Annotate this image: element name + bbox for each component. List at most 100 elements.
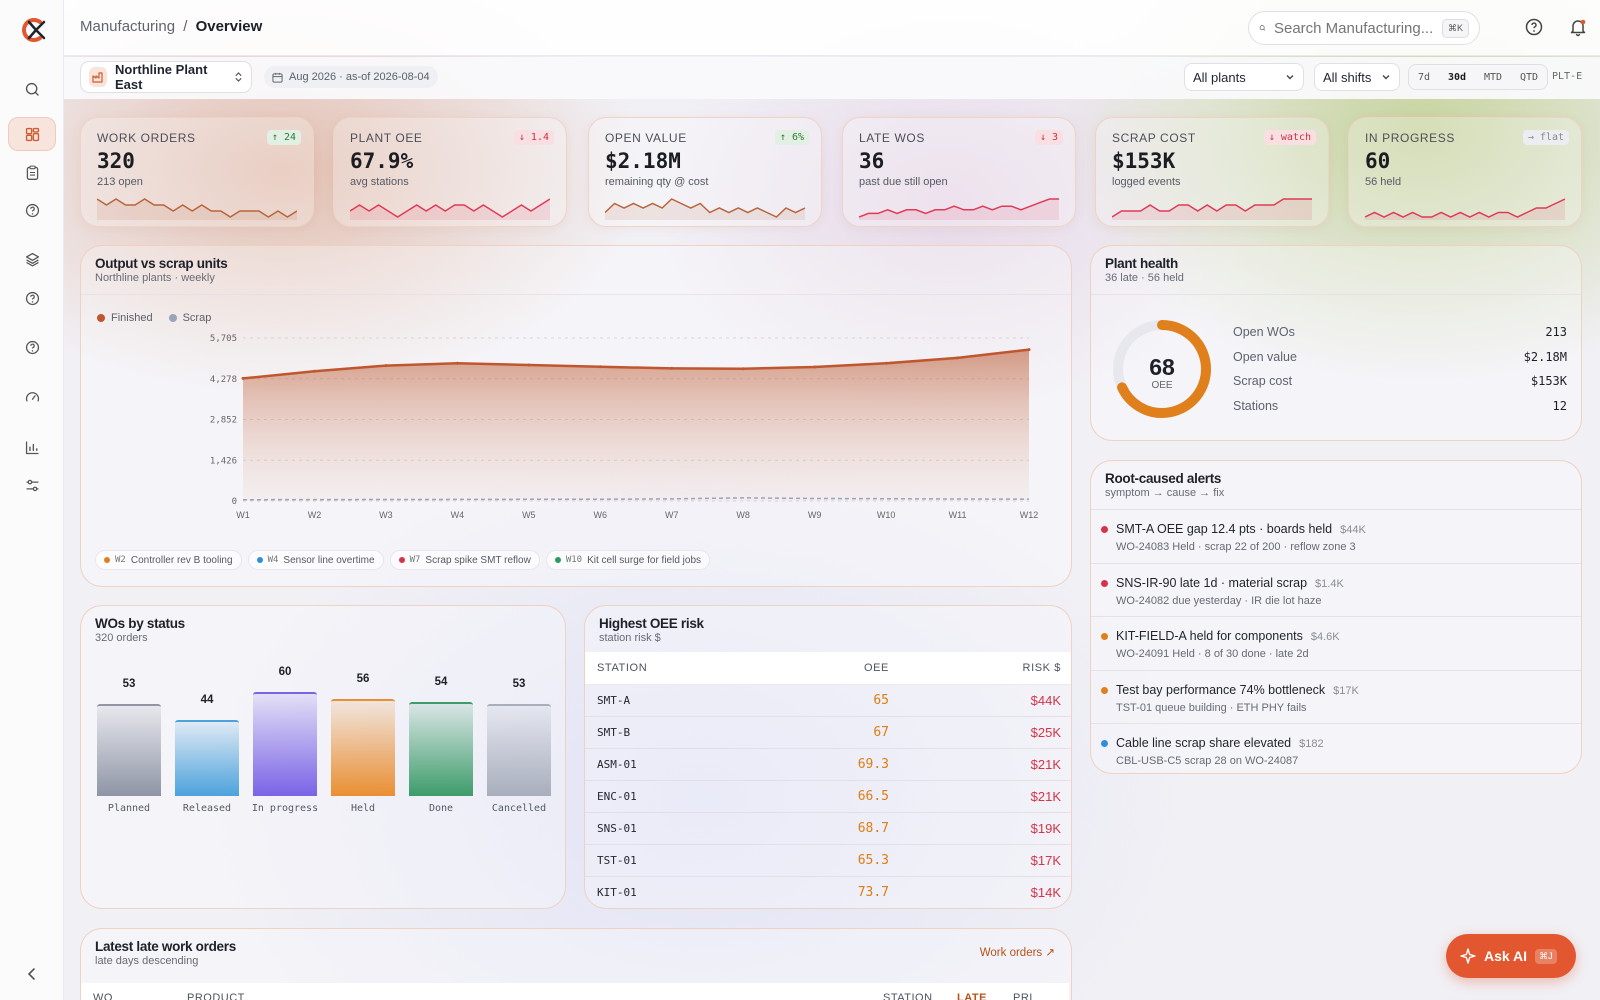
station-cell: TST-01 [585,844,805,877]
range-qtd[interactable]: QTD [1519,71,1539,83]
col-station[interactable]: STATION [883,992,933,1000]
finished-point[interactable] [241,376,245,380]
work-orders-link[interactable]: Work orders ↗ [979,947,1055,959]
range-mtd[interactable]: MTD [1483,71,1503,83]
kpi-delta-badge: ↑ 24 [266,130,301,145]
kpi-subtext: 213 open [97,176,143,188]
sliders-icon[interactable] [8,468,56,502]
col-product[interactable]: PRODUCT [187,992,245,1000]
legend-scrap[interactable]: Scrap [168,312,211,324]
x-tick-label: W8 [736,510,750,520]
annotation-chip[interactable]: W2 Controller rev B tooling [95,550,242,570]
finished-point[interactable] [884,361,888,365]
kpi-card[interactable]: PLANT OEE 67.9% avg stations ↓ 1.4 [333,117,567,227]
finished-point[interactable] [670,366,674,370]
alert-item[interactable]: KIT-FIELD-A held for components $4.6K WO-2… [1091,616,1581,669]
plants-select[interactable]: All plants [1184,63,1304,91]
search-input[interactable] [1273,19,1434,37]
col-pri[interactable]: PRI [1013,992,1033,1000]
alert-title: Test bay performance 74% bottleneck [1116,682,1326,697]
plant-health-card: Plant health 36 late · 56 held 68 OEE Op… [1090,245,1582,441]
range-30d[interactable]: 30d [1447,71,1467,83]
table-row[interactable]: ENC-01 66.5 $21K [585,780,1071,813]
kpi-card[interactable]: SCRAP COST $153K logged events ↓ watch [1095,117,1329,227]
finished-point[interactable] [956,356,960,360]
alert-title-row: SMT-A OEE gap 12.4 pts · boards held $44K [1116,520,1567,538]
oee-cell: 66.5 [805,780,889,813]
legend-finished[interactable]: Finished [97,312,153,324]
alerts-subtitle: symptom → cause → fix [1105,487,1225,499]
finished-point[interactable] [312,369,316,373]
station-cell: SMT-A [585,684,805,717]
chevron-down-icon [1286,75,1294,80]
y-tick-label: 0 [232,497,237,507]
col-oee[interactable]: OEE [805,652,889,685]
alert-item[interactable]: SMT-A OEE gap 12.4 pts · boards held $44K… [1091,509,1581,562]
oee-cell: 65 [805,684,889,717]
status-bar[interactable] [331,698,395,796]
table-row[interactable]: SMT-A 65 $44K [585,684,1071,717]
help-icon[interactable] [1524,17,1544,37]
kpi-card[interactable]: WORK ORDERS 320 213 open ↑ 24 [80,117,314,227]
kpi-card[interactable]: OPEN VALUE $2.18M remaining qty @ cost ↑ 6% [588,117,822,227]
finished-point[interactable] [1027,348,1031,352]
annotation-chip[interactable]: W4 Sensor line overtime [247,550,384,570]
ask-ai-button[interactable]: Ask AI ⌘J [1446,934,1576,978]
alert-item[interactable]: Cable line scrap share elevated $182 CBL-U… [1091,723,1581,773]
collapse-sidebar-icon[interactable] [24,966,40,982]
alert-item[interactable]: Test bay performance 74% bottleneck $17K T… [1091,669,1581,723]
table-row[interactable]: ASM-01 69.3 $21K [585,748,1071,781]
table-row[interactable]: TST-01 65.3 $17K [585,844,1071,877]
dashboard-icon[interactable] [8,117,56,151]
finished-point[interactable] [384,364,388,368]
status-bar[interactable] [409,702,473,796]
finished-line[interactable] [242,348,1030,380]
alert-detail: TST-01 queue building · ETH PHY fails [1116,701,1307,714]
finished-point[interactable] [455,361,459,365]
col-station[interactable]: STATION [585,652,805,685]
gauge-icon[interactable] [8,380,56,414]
kpi-card[interactable]: LATE WOS 36 past due still open ↓ 3 [842,117,1076,227]
help-icon[interactable] [8,281,56,315]
finished-point[interactable] [813,365,817,369]
annotation-chip[interactable]: W10 Kit cell surge for field jobs [545,550,711,570]
finished-point[interactable] [741,367,745,371]
alert-detail: CBL-USB-C5 scrap 28 on WO-24087 [1116,755,1299,767]
kpi-card[interactable]: IN PROGRESS 60 56 held → flat [1348,117,1582,227]
col-wo[interactable]: WO [93,992,113,1000]
app-logo[interactable] [18,16,46,44]
station-cell: SMT-B [585,716,805,749]
table-row[interactable]: KIT-01 73.7 $14K [585,876,1071,908]
search-box[interactable]: ⌘K [1248,11,1480,45]
table-row[interactable]: SMT-B 67 $25K [585,716,1071,749]
status-bar[interactable] [97,704,161,796]
alerts-title: Root-caused alerts [1105,471,1222,486]
status-bar[interactable] [253,692,317,796]
date-range-chip[interactable]: Aug 2026 · as-of 2026-08-04 [264,66,438,88]
range-7d[interactable]: 7d [1417,71,1431,83]
plant-selector[interactable]: Northline Plant East [80,61,252,93]
status-bar[interactable] [175,719,239,796]
search-icon[interactable] [8,72,56,106]
layers-icon[interactable] [8,242,56,276]
oee-ring-label: OEE [1151,380,1173,391]
shifts-select[interactable]: All shifts [1314,63,1400,91]
alert-severity-dot [1101,740,1108,747]
status-bar[interactable] [487,704,551,796]
finished-point[interactable] [598,365,602,369]
annotation-text: Kit cell surge for field jobs [587,554,702,566]
finished-point[interactable] [527,363,531,367]
col-late[interactable]: LATE [957,992,987,1000]
breadcrumb-parent[interactable]: Manufacturing [80,18,176,35]
chart-icon[interactable] [8,430,56,464]
clipboard-icon[interactable] [8,155,56,189]
alert-item[interactable]: SNS-IR-90 late 1d · material scrap $1.4K W… [1091,562,1581,616]
col-risk[interactable]: RISK $ [889,652,1071,685]
bell-icon[interactable] [1568,17,1588,37]
help-icon[interactable] [8,330,56,364]
help-icon[interactable] [8,193,56,227]
table-row[interactable]: SNS-01 68.7 $19K [585,812,1071,845]
top-bar: Manufacturing / Overview ⌘K [64,0,1600,56]
scrap-line[interactable] [242,497,1030,501]
annotation-chip[interactable]: W7 Scrap spike SMT reflow [389,550,540,570]
